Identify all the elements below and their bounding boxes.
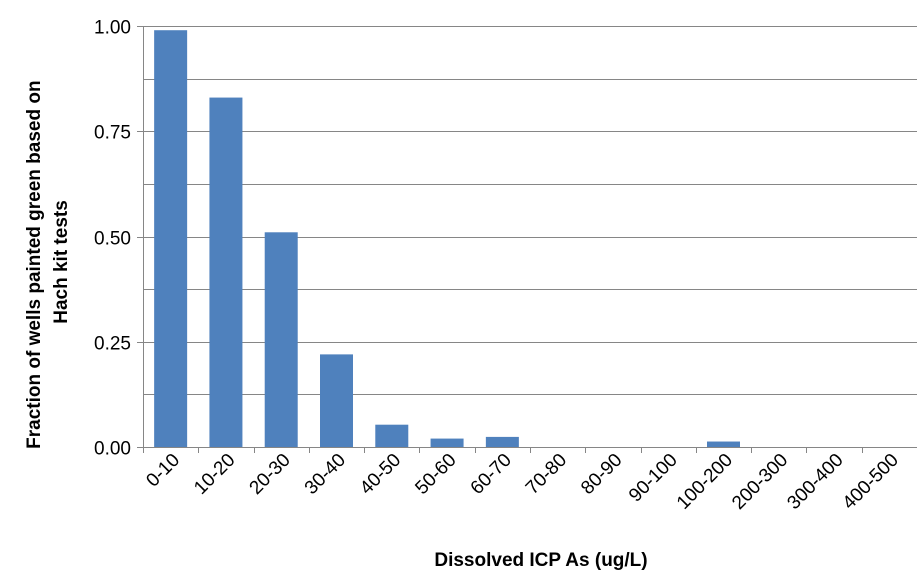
bar-10-20 xyxy=(209,97,243,447)
x-tick-label: 0-10 xyxy=(142,450,184,492)
x-tick-label: 60-70 xyxy=(467,450,516,499)
bar-20-30 xyxy=(264,232,298,447)
y-tick-label: 0.75 xyxy=(94,123,131,144)
x-tick-label: 100-200 xyxy=(673,450,737,514)
x-tick-label: 400-500 xyxy=(839,450,903,514)
x-tick-labels: 0-10 10-20 20-30 30-40 40-50 50-60 60-70 70-80 8… xyxy=(142,450,902,514)
x-tick-label: 50-60 xyxy=(411,450,460,499)
x-tick-label: 30-40 xyxy=(301,450,350,499)
bar-60-70 xyxy=(485,436,519,447)
gridlines xyxy=(143,26,917,448)
bar-40-50 xyxy=(375,424,409,447)
bar-100-200 xyxy=(707,441,740,447)
y-tick-label: 0.50 xyxy=(94,229,131,250)
x-tick-label: 70-80 xyxy=(522,450,571,499)
y-axis-title-line-1: Fraction of wells painted green based on xyxy=(24,80,45,448)
x-tick-label: 40-50 xyxy=(356,450,405,499)
bar-0-10 xyxy=(154,30,188,448)
x-tick-label: 300-400 xyxy=(783,450,847,514)
x-tick-label: 80-90 xyxy=(577,450,626,499)
x-tick-label: 10-20 xyxy=(190,450,239,499)
bars xyxy=(154,30,740,448)
axes xyxy=(137,26,863,453)
bar-30-40 xyxy=(320,354,353,447)
y-axis-title: Fraction of wells painted green based on… xyxy=(24,75,72,449)
y-axis-title-line-2: Hach kit tests xyxy=(51,200,72,324)
x-tick-label: 20-30 xyxy=(246,450,295,499)
y-tick-label: 1.00 xyxy=(94,18,131,39)
y-tick-label: 0.00 xyxy=(94,439,131,460)
y-tick-labels: 0.00 0.25 0.50 0.75 1.00 xyxy=(94,18,131,460)
x-tick-label: 200-300 xyxy=(728,450,792,514)
y-tick-label: 0.25 xyxy=(94,334,131,355)
bar-50-60 xyxy=(430,438,464,447)
x-axis-title: Dissolved ICP As (ug/L) xyxy=(434,550,647,571)
